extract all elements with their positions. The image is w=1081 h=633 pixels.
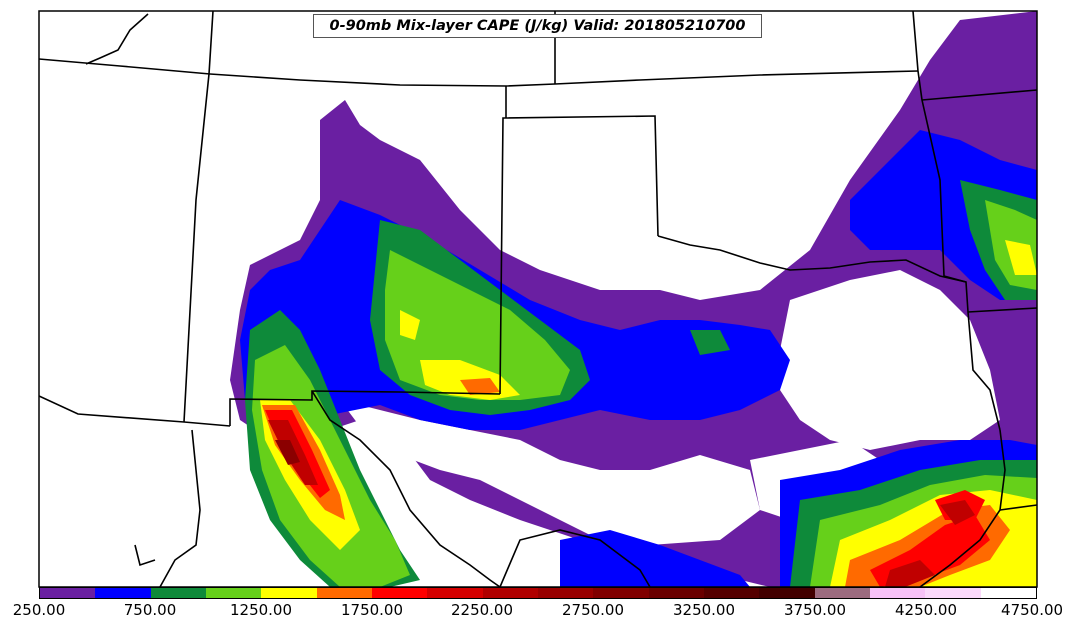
colorbar-segment	[593, 588, 649, 598]
colorbar-segment	[40, 588, 96, 598]
map-title: 0-90mb Mix-layer CAPE (J/kg) Valid: 2018…	[313, 14, 762, 38]
colorbar-segment	[648, 588, 704, 598]
colorbar-segment	[95, 588, 151, 598]
colorbar-segment	[261, 588, 317, 598]
colorbar-segment	[316, 588, 372, 598]
colorbar-segment	[980, 588, 1036, 598]
colorbar-tick-label: 3250.00	[672, 601, 736, 619]
colorbar-tick-label: 1250.00	[229, 601, 293, 619]
colorbar-segment	[427, 588, 483, 598]
colorbar-segment	[703, 588, 760, 598]
colorbar-segment	[925, 588, 981, 598]
colorbar-tick-label: 250.00	[12, 601, 66, 619]
colorbar-tick-label: 2250.00	[450, 601, 514, 619]
colorbar-segment	[482, 588, 538, 598]
colorbar-tick-label: 2750.00	[561, 601, 625, 619]
cape-1500-region	[460, 378, 500, 395]
colorbar-segment	[537, 588, 594, 598]
cape-contours	[230, 11, 1037, 587]
colorbar-segment	[205, 588, 262, 598]
colorbar-segment	[814, 588, 870, 598]
colorbar-segment	[759, 588, 815, 598]
colorbar-segment	[150, 588, 206, 598]
colorbar-tick-label: 4750.00	[1001, 601, 1064, 619]
colorbar-tick-label: 3750.00	[783, 601, 847, 619]
colorbar-segment	[869, 588, 926, 598]
colorbar-segment	[371, 588, 428, 598]
colorbar	[39, 587, 1037, 599]
colorbar-tick-label: 4250.00	[894, 601, 958, 619]
colorbar-tick-label: 1750.00	[340, 601, 404, 619]
colorbar-tick-label: 750.00	[123, 601, 177, 619]
